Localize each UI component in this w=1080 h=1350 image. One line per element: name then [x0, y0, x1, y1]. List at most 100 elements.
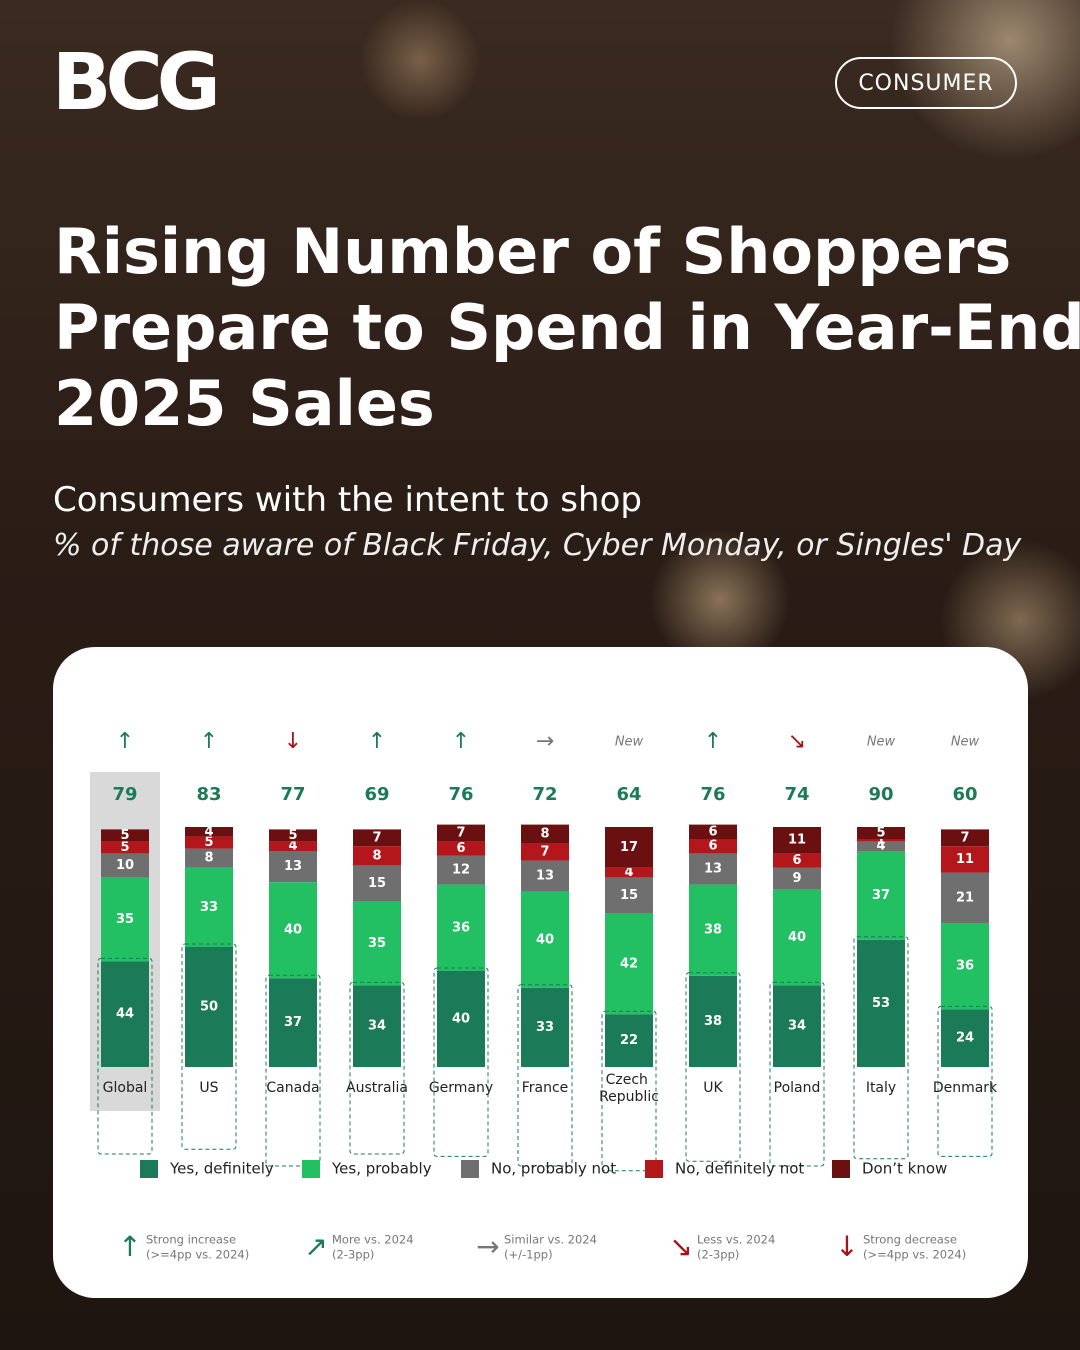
segment-label: 1 [876, 833, 885, 848]
segment-label: 5 [204, 835, 213, 850]
yes-outline [265, 974, 321, 1167]
segment-label: 7 [372, 830, 381, 845]
yes-outline [181, 943, 237, 1150]
segment-label: 4 [624, 865, 633, 880]
category-tag: CONSUMER [835, 57, 1017, 109]
segment-label: 6 [708, 839, 717, 854]
segment-label: 6 [792, 853, 801, 868]
total-label: 60 [952, 784, 977, 805]
bar-segment [773, 853, 821, 868]
segment-label: 6 [456, 841, 465, 856]
trend-indicator: New [867, 735, 896, 750]
total-label: 83 [196, 784, 221, 805]
yes-outline [937, 1005, 993, 1157]
trend-legend-symbol: ↑ [118, 1230, 141, 1263]
trend-legend-symbol: ↓ [835, 1230, 858, 1263]
segment-label: 11 [788, 833, 806, 848]
yes-outline [349, 981, 405, 1155]
title-line: 2025 Sales [54, 367, 435, 440]
yes-outline [97, 957, 153, 1155]
bar-segment [185, 867, 233, 947]
segment-label: 53 [872, 996, 890, 1011]
bar-segment [101, 829, 149, 842]
segment-label: 17 [620, 840, 638, 855]
segment-label: 36 [956, 959, 974, 974]
segment-label: 13 [704, 862, 722, 877]
total-label: 76 [700, 784, 725, 805]
bar-segment [353, 846, 401, 866]
segment-label: 12 [452, 863, 470, 878]
x-tick-label: Germany [429, 1080, 493, 1096]
legend-label: No, probably not [491, 1160, 616, 1178]
segment-label: 44 [116, 1007, 134, 1022]
bar-segment [941, 829, 989, 847]
bar-segment [185, 827, 233, 837]
total-label: 77 [280, 784, 305, 805]
segment-label: 34 [788, 1019, 806, 1034]
trend-indicator: → [536, 729, 554, 754]
segment-label: 24 [956, 1031, 974, 1046]
x-tick-label-line: Czech [606, 1072, 653, 1088]
bar-segment [941, 872, 989, 923]
total-label: 74 [784, 784, 809, 805]
total-label: 90 [868, 784, 893, 805]
legend-swatch [302, 1160, 320, 1178]
trend-legend-note: (2-3pp) [332, 1248, 374, 1262]
segment-label: 4 [204, 824, 213, 839]
x-tick-label: Czech Republic [599, 1072, 659, 1105]
bar-segment [773, 985, 821, 1067]
trend-legend-label: Similar vs. 2024 [504, 1233, 597, 1247]
logo: BCG [52, 38, 221, 128]
segment-label: 40 [536, 932, 554, 947]
bar-segment [101, 841, 149, 854]
total-label: 79 [112, 784, 137, 805]
legend-swatch [461, 1160, 479, 1178]
segment-label: 36 [452, 920, 470, 935]
bar-segment [773, 867, 821, 890]
bar-segment [521, 860, 569, 892]
bar-segment [353, 865, 401, 902]
legend-swatch [645, 1160, 663, 1178]
bar-segment [857, 827, 905, 839]
segment-label: 5 [288, 828, 297, 843]
segment-label: 37 [872, 888, 890, 903]
segment-label: 22 [620, 1033, 638, 1048]
trend-legend-label: Less vs. 2024 [697, 1233, 775, 1247]
bar-segment [689, 824, 737, 839]
segment-label: 4 [876, 839, 885, 854]
bar-segment [857, 939, 905, 1067]
segment-label: 21 [956, 890, 974, 905]
bar-segment [941, 846, 989, 873]
segment-label: 5 [120, 840, 129, 855]
bar-segment [941, 1009, 989, 1067]
trend-indicator: ↑ [704, 729, 722, 754]
bar-segment [605, 867, 653, 878]
yes-outline [433, 967, 489, 1157]
bar-segment [773, 889, 821, 986]
trend-indicator: ↑ [200, 729, 218, 754]
legend-label: Yes, probably [331, 1160, 432, 1178]
bar-segment [185, 947, 233, 1067]
segment-label: 42 [620, 956, 638, 971]
legend-swatch [140, 1160, 158, 1178]
trend-indicator: ↑ [452, 729, 470, 754]
segment-label: 35 [368, 936, 386, 951]
bar-segment [521, 987, 569, 1067]
bar-segment [269, 978, 317, 1067]
legend-label: Yes, definitely [169, 1160, 274, 1178]
trend-indicator: ↑ [368, 729, 386, 754]
x-tick-label: Australia [346, 1080, 408, 1096]
segment-label: 8 [540, 827, 549, 842]
total-label: 69 [364, 784, 389, 805]
segment-label: 38 [704, 1014, 722, 1029]
bar-segment [353, 901, 401, 986]
segment-label: 7 [960, 830, 969, 845]
trend-legend-note: (>=4pp vs. 2024) [863, 1248, 966, 1262]
segment-label: 38 [704, 923, 722, 938]
bar-segment [521, 843, 569, 861]
legend-label: No, definitely not [675, 1160, 804, 1178]
bar-segment [605, 827, 653, 868]
bar-segment [689, 884, 737, 976]
